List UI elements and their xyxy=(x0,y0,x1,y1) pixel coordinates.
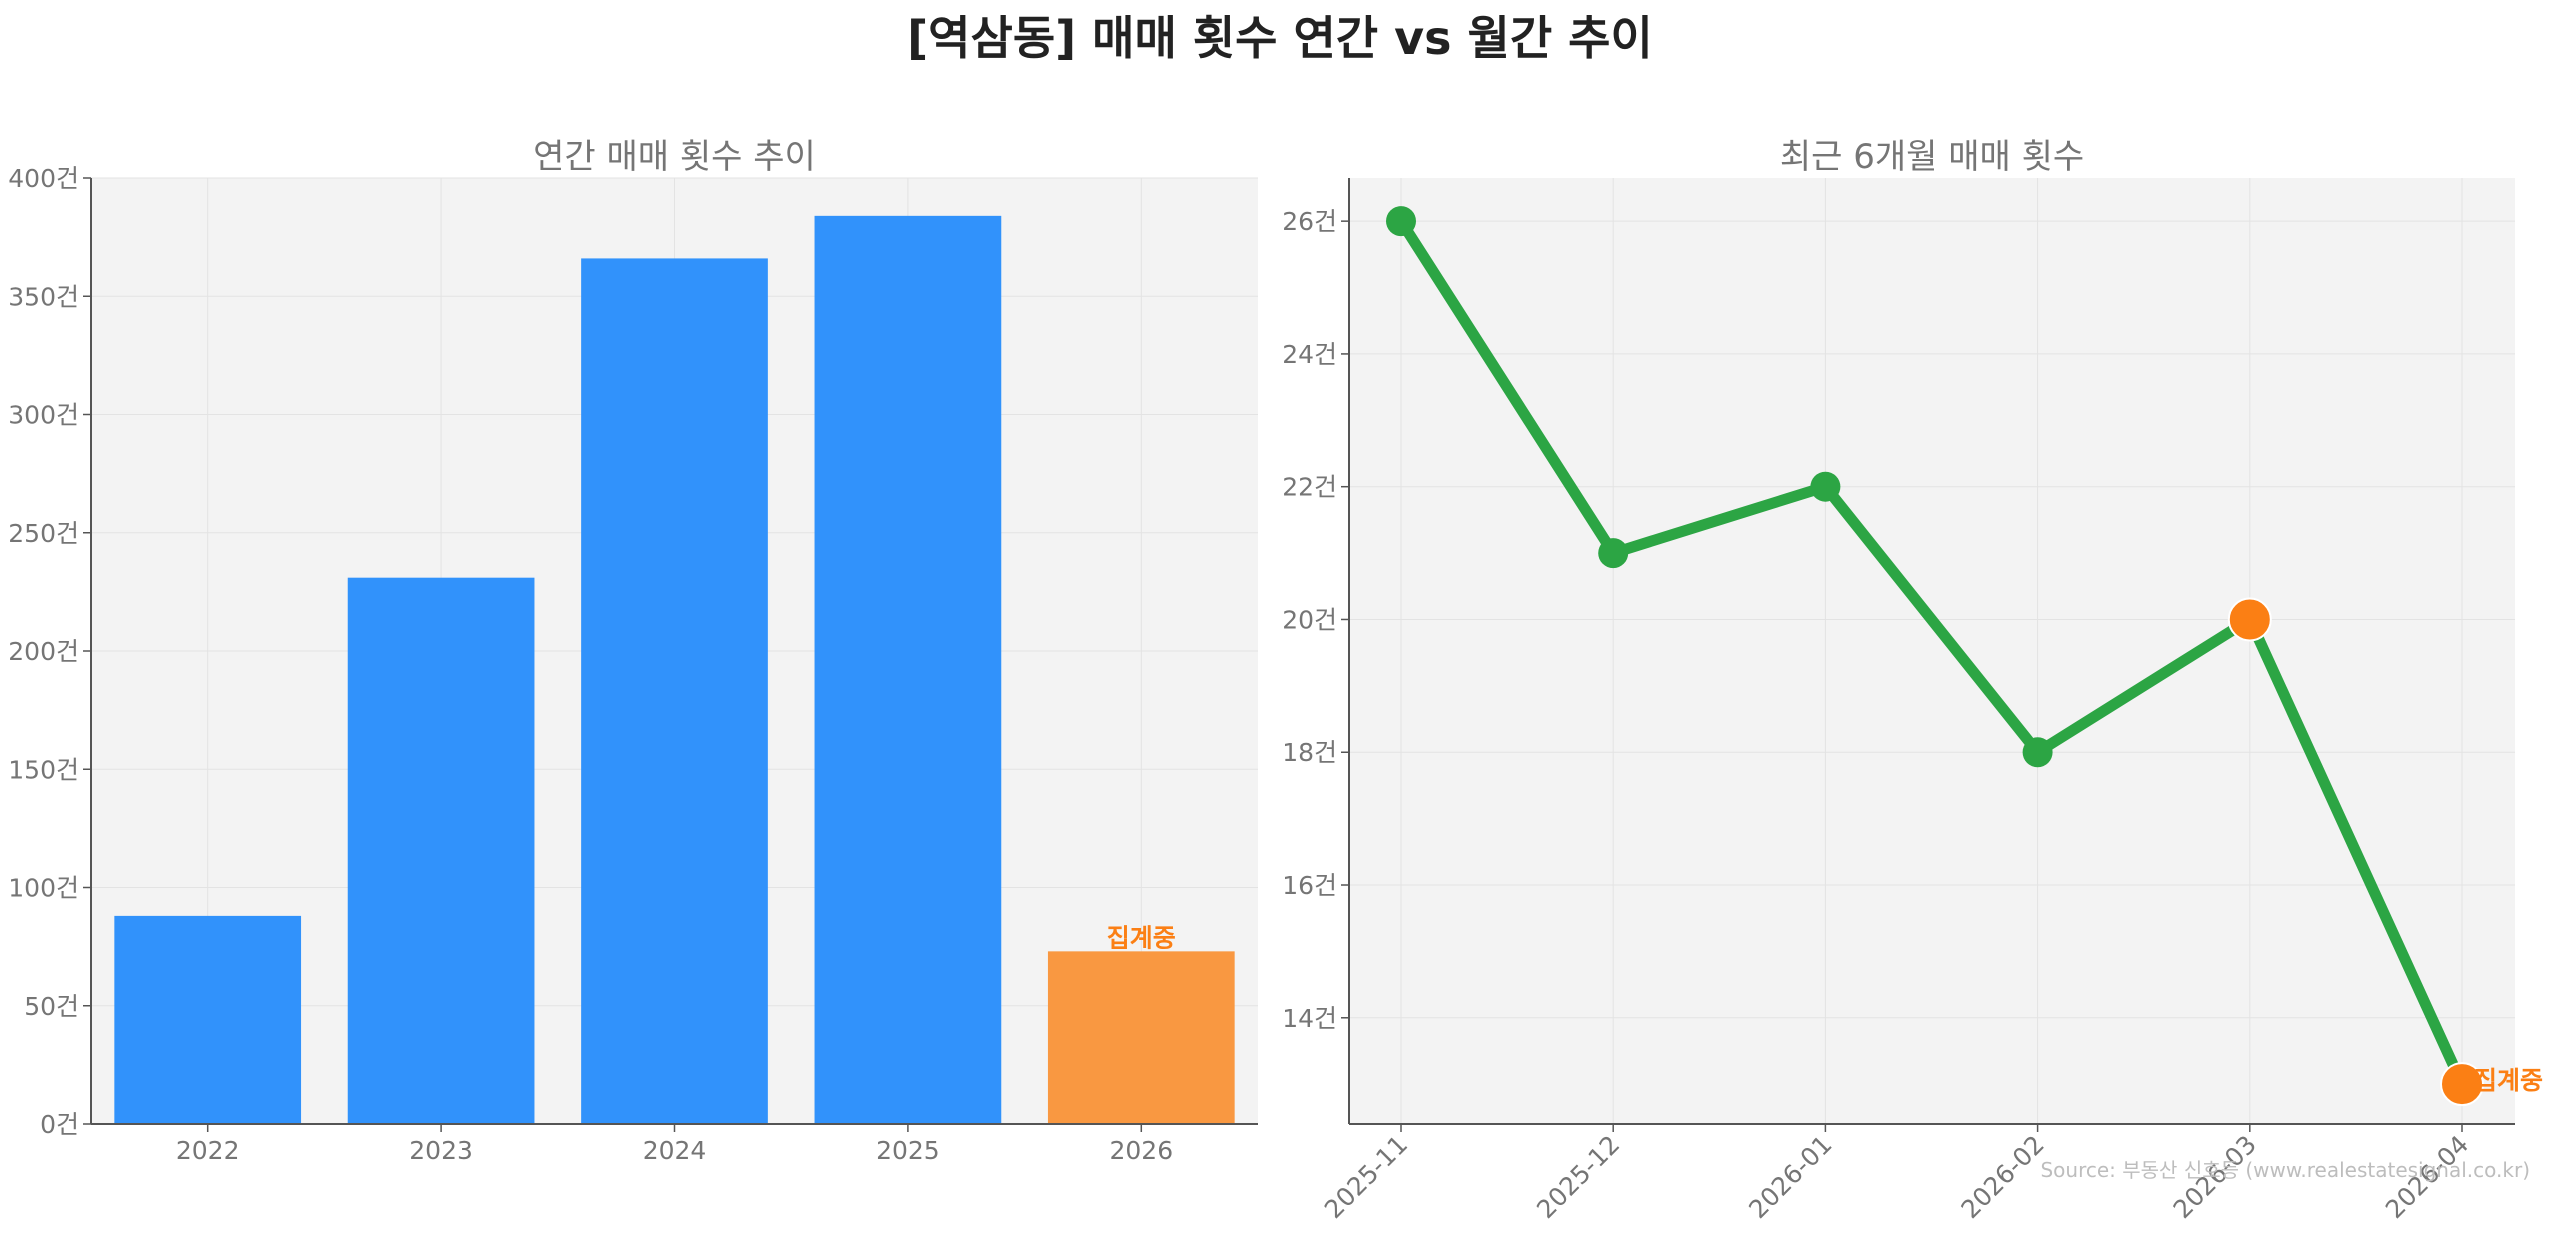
bar-ytick-label: 0건 xyxy=(40,1110,79,1139)
line-xtick-label: 2026-01 xyxy=(1743,1130,1837,1224)
line-ytick-label: 16건 xyxy=(1282,871,1337,900)
bar-ytick-label: 200건 xyxy=(8,637,79,666)
line-series xyxy=(1395,215,2468,1090)
line-point-2025-11 xyxy=(1386,206,1416,237)
line-panel-background xyxy=(1349,178,2515,1124)
line-xtick-label: 2025-12 xyxy=(1531,1130,1625,1224)
bar-ytick-label: 250건 xyxy=(8,519,79,548)
line-ytick-label: 20건 xyxy=(1282,605,1337,634)
bar-chart-title: 연간 매매 횟수 추이 xyxy=(533,137,816,177)
bar-2023 xyxy=(347,577,535,1124)
line-ytick-label: 24건 xyxy=(1282,340,1337,369)
line-ytick-label: 18건 xyxy=(1282,738,1337,767)
bar-xtick-label: 2023 xyxy=(409,1136,473,1165)
bar-xtick-label: 2025 xyxy=(876,1136,940,1165)
bar-2026 xyxy=(1047,951,1235,1124)
line-ytick-label: 26건 xyxy=(1282,207,1337,236)
bar-ytick-label: 100건 xyxy=(8,874,79,903)
bar-ytick-label: 400건 xyxy=(8,164,79,193)
line-point-2026-01 xyxy=(1810,471,1841,502)
line-point-2026-02 xyxy=(2022,737,2053,768)
bar-status-label: 집계중 xyxy=(1107,923,1176,952)
line-ytick-label: 14건 xyxy=(1282,1004,1337,1033)
bar-ytick-label: 50건 xyxy=(24,992,79,1021)
bar-2022 xyxy=(114,915,302,1124)
bar-xtick-label: 2022 xyxy=(176,1136,240,1165)
figure-title: [역삼동] 매매 횟수 연간 vs 월간 추이 xyxy=(907,11,1653,65)
bar-2024 xyxy=(581,258,768,1124)
bar-xtick-label: 2026 xyxy=(1109,1136,1173,1165)
line-point-2025-12 xyxy=(1598,538,1629,569)
source-note: Source: 부동산 신호등 (www.realestatesignal.co… xyxy=(2040,1158,2530,1182)
line-ytick-label: 22건 xyxy=(1282,473,1337,502)
line-xtick-label: 2026-02 xyxy=(1955,1130,2049,1224)
line-point-2026-03 xyxy=(2227,597,2272,642)
bar-2025 xyxy=(814,215,1002,1125)
line-chart-title: 최근 6개월 매매 횟수 xyxy=(1780,137,2084,177)
line-point-2026-04 xyxy=(2440,1062,2484,1107)
bar-ytick-label: 300건 xyxy=(8,401,79,430)
bar-ytick-label: 150건 xyxy=(8,755,79,784)
bar-ytick-label: 350건 xyxy=(8,282,79,311)
bar-xtick-label: 2024 xyxy=(643,1136,707,1165)
line-status-label: 집계중 xyxy=(2474,1066,2543,1095)
line-xtick-label: 2025-11 xyxy=(1319,1130,1413,1224)
